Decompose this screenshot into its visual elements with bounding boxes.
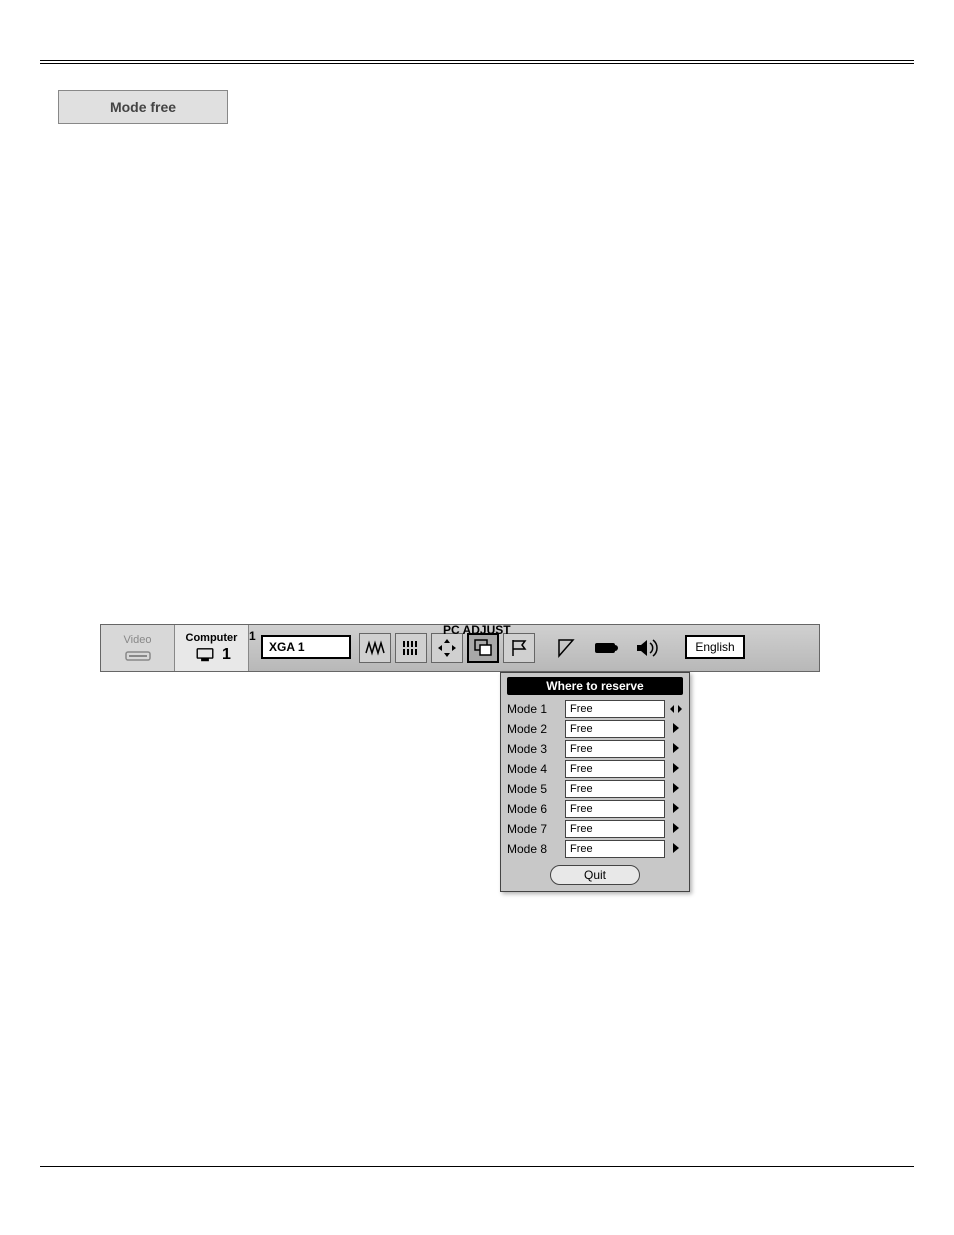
source-tab-video[interactable]: Video <box>101 625 175 671</box>
reserve-row-value: Free <box>565 740 665 758</box>
where-to-reserve-title: Where to reserve <box>507 677 683 695</box>
where-to-reserve-panel: Where to reserve Mode 1FreeMode 2FreeMod… <box>500 672 690 892</box>
reserve-row-arrow-icon <box>669 822 683 837</box>
reserve-row-arrow-icon <box>669 802 683 817</box>
reserve-row-value: Free <box>565 780 665 798</box>
reserve-row-label: Mode 4 <box>507 762 561 776</box>
reserve-row-arrow-icon <box>669 842 683 857</box>
wave-icon <box>364 637 386 659</box>
reserve-row-mode-5[interactable]: Mode 5 Free <box>501 779 689 799</box>
mode-free-label: Mode free <box>110 99 176 115</box>
bars-icon <box>400 637 422 659</box>
reserve-row-mode-2[interactable]: Mode 2 Free <box>501 719 689 739</box>
quit-button-label: Quit <box>584 868 606 882</box>
reserve-row-value: Free <box>565 820 665 838</box>
reserve-row-label: Mode 6 <box>507 802 561 816</box>
reserve-row-arrow-icon <box>669 782 683 797</box>
pc-adjust-label: PC ADJUST <box>443 623 511 637</box>
reserve-row-value: Free <box>565 700 665 718</box>
pc-adjust-bars-button[interactable] <box>395 633 427 663</box>
pointer-icon[interactable] <box>555 636 579 660</box>
reserve-row-arrow-icon <box>669 722 683 737</box>
quit-button[interactable]: Quit <box>550 865 640 885</box>
source-tab-computer[interactable]: Computer 1 <box>175 625 249 671</box>
reserve-row-label: Mode 3 <box>507 742 561 756</box>
mode-free-box: Mode free <box>58 90 228 124</box>
reserve-row-label: Mode 2 <box>507 722 561 736</box>
vcr-icon <box>125 648 151 662</box>
sound-icon[interactable] <box>635 637 661 659</box>
page-bottom-rule <box>40 1166 914 1167</box>
source-tab-index: 1 <box>249 629 256 643</box>
reserve-row-arrow-icon <box>669 703 683 715</box>
source-tab-computer-number: 1 <box>222 646 231 664</box>
source-tab-video-label: Video <box>124 634 152 646</box>
osd-container: PC ADJUST Video Computer 1 1 XGA 1 <box>100 624 820 672</box>
reserve-row-label: Mode 1 <box>507 702 561 716</box>
system-mode-value: XGA 1 <box>269 640 305 654</box>
reserve-row-label: Mode 5 <box>507 782 561 796</box>
pc-adjust-arrows-button[interactable] <box>431 633 463 663</box>
system-mode-box[interactable]: XGA 1 <box>261 635 351 659</box>
menu-bar: PC ADJUST Video Computer 1 1 XGA 1 <box>100 624 820 672</box>
pc-adjust-wave-button[interactable] <box>359 633 391 663</box>
flag-icon <box>508 637 530 659</box>
reserve-row-mode-6[interactable]: Mode 6 Free <box>501 799 689 819</box>
reserve-row-value: Free <box>565 840 665 858</box>
screen-icon <box>472 637 494 659</box>
reserve-row-label: Mode 8 <box>507 842 561 856</box>
pc-adjust-flag-button[interactable] <box>503 633 535 663</box>
language-value: English <box>695 640 734 654</box>
reserve-row-arrow-icon <box>669 762 683 777</box>
reserve-row-value: Free <box>565 760 665 778</box>
reserve-row-label: Mode 7 <box>507 822 561 836</box>
reserve-row-mode-4[interactable]: Mode 4 Free <box>501 759 689 779</box>
pc-adjust-screen-button[interactable] <box>467 633 499 663</box>
language-box[interactable]: English <box>685 635 745 659</box>
right-icon-group <box>555 625 675 671</box>
page-top-rule <box>40 60 914 61</box>
reserve-row-arrow-icon <box>669 742 683 757</box>
reserve-row-value: Free <box>565 800 665 818</box>
arrows-icon <box>436 637 458 659</box>
reserve-row-mode-7[interactable]: Mode 7 Free <box>501 819 689 839</box>
reserve-row-mode-8[interactable]: Mode 8 Free <box>501 839 689 859</box>
monitor-icon <box>192 648 218 662</box>
reserve-row-mode-1[interactable]: Mode 1 Free <box>501 699 689 719</box>
reserve-row-value: Free <box>565 720 665 738</box>
source-tab-computer-label: Computer <box>186 632 238 644</box>
projector-icon[interactable] <box>593 639 621 657</box>
reserve-row-mode-3[interactable]: Mode 3 Free <box>501 739 689 759</box>
